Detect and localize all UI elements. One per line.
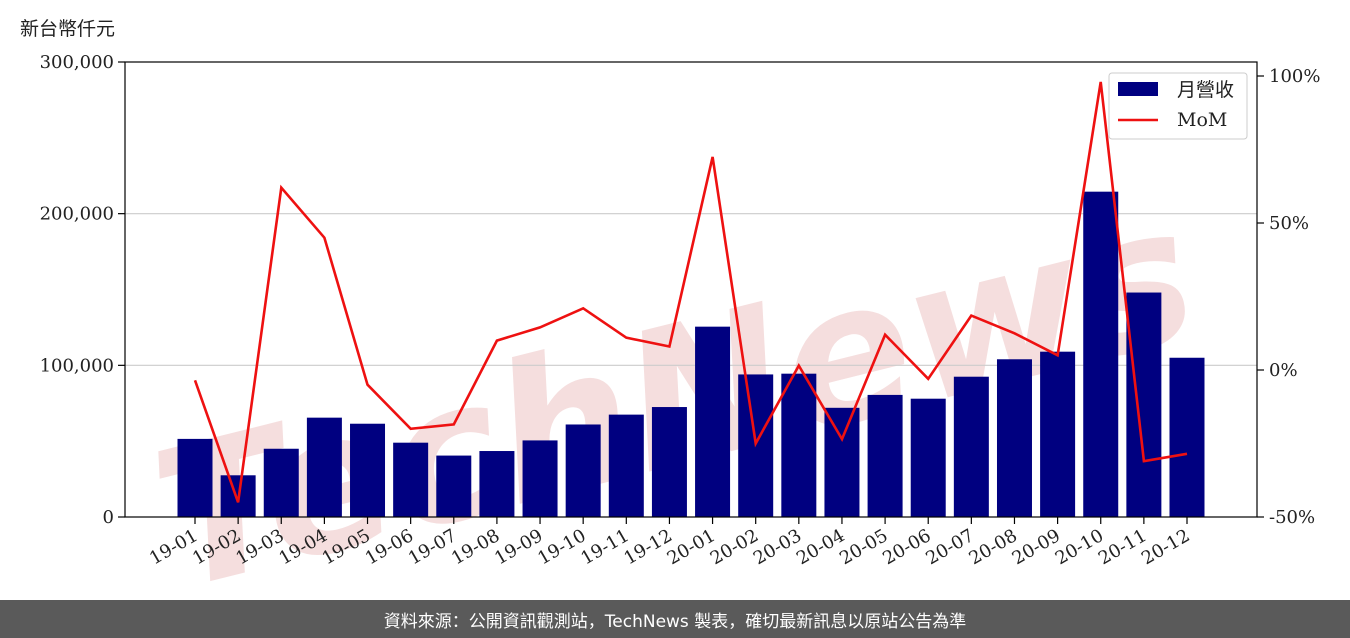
bar-19-04: [306, 417, 342, 517]
x-tick-label: 20-01: [664, 525, 719, 569]
bar-20-06: [910, 398, 946, 517]
bar-19-06: [393, 442, 429, 517]
bar-20-01: [695, 326, 731, 517]
x-tick-label: 20-09: [1009, 525, 1064, 569]
right-tick-label: 100%: [1269, 66, 1320, 87]
right-tick-label: -50%: [1269, 507, 1315, 528]
right-tick-label: 50%: [1269, 213, 1309, 234]
x-tick-label: 19-12: [620, 525, 675, 569]
bar-20-10: [1083, 191, 1119, 518]
bar-20-05: [867, 394, 903, 517]
bar-20-03: [781, 373, 817, 517]
bar-20-04: [824, 407, 860, 517]
bar-19-09: [522, 440, 558, 517]
x-tick-label: 20-05: [836, 525, 891, 569]
legend-swatch-bar: [1118, 82, 1158, 96]
bar-19-05: [350, 423, 386, 517]
plot-frame: [124, 61, 1258, 518]
source-footer: 資料來源：公開資訊觀測站，TechNews 製表，確切最新訊息以原站公告為準: [0, 600, 1350, 638]
x-tick-label: 20-08: [966, 525, 1021, 569]
y-axis-unit-label: 新台幣仟元: [20, 18, 116, 40]
bar-19-11: [608, 414, 644, 517]
x-tick-label: 20-10: [1052, 525, 1107, 569]
bar-19-12: [651, 407, 687, 517]
left-tick-label: 0: [103, 507, 114, 528]
legend: 月營收 MoM: [1108, 72, 1248, 140]
x-tick-label: 20-07: [922, 525, 977, 569]
bar-20-09: [1040, 351, 1076, 517]
bar-19-10: [565, 424, 601, 517]
bar-series: [177, 191, 1205, 518]
mom-line: [193, 81, 1188, 503]
bar-19-01: [177, 438, 213, 517]
legend-label-bar: 月營收: [1177, 79, 1234, 101]
bar-20-11: [1126, 292, 1162, 517]
left-axis: 0 100,000 200,000 300,000: [40, 52, 125, 528]
left-tick-label: 100,000: [40, 355, 114, 376]
x-tick-label: 20-02: [707, 525, 762, 569]
legend-label-line: MoM: [1177, 109, 1227, 131]
x-tick-label: 20-06: [879, 525, 934, 569]
left-tick-label: 300,000: [40, 52, 114, 73]
bar-20-08: [996, 359, 1032, 517]
x-tick-label: 20-11: [1095, 525, 1150, 569]
right-axis: -50% 0% 50% 100%: [1257, 66, 1320, 528]
right-tick-label: 0%: [1269, 360, 1298, 381]
bar-20-07: [953, 376, 989, 517]
x-tick-label: 20-03: [750, 525, 805, 569]
left-tick-label: 200,000: [40, 204, 114, 225]
bar-19-08: [479, 451, 515, 517]
x-tick-label: 20-12: [1138, 525, 1193, 569]
bar-20-12: [1169, 357, 1205, 517]
x-tick-label: 20-04: [793, 525, 848, 569]
bar-19-07: [436, 455, 472, 517]
bar-19-03: [263, 448, 299, 517]
line-series: [193, 81, 1188, 503]
